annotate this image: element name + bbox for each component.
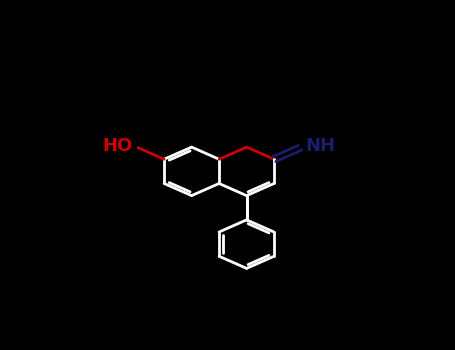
- Text: HO: HO: [102, 136, 133, 155]
- Text: NH: NH: [305, 136, 335, 155]
